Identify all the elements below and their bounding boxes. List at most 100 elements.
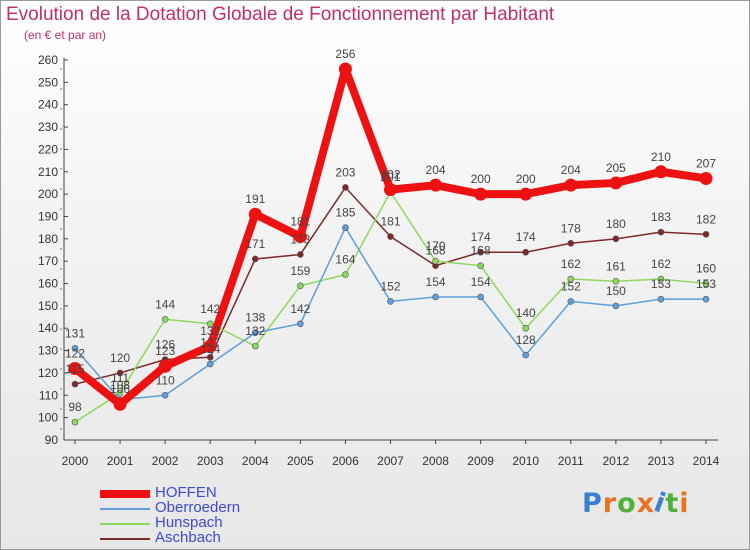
data-label: 115: [65, 362, 84, 376]
x-tick-label: 2002: [152, 454, 179, 468]
data-label: 162: [561, 257, 581, 271]
data-label: 181: [380, 215, 400, 229]
data-point: [342, 224, 349, 231]
data-point: [387, 233, 394, 240]
y-tick-label: 240: [38, 98, 58, 112]
y-tick-label: 260: [38, 53, 58, 67]
data-label: 200: [471, 172, 491, 186]
data-point: [68, 361, 82, 375]
data-label: 110: [156, 373, 175, 387]
data-label: 201: [380, 170, 400, 184]
data-point: [477, 248, 484, 256]
data-label: 142: [290, 302, 310, 316]
proxiti-logo: Proxiti: [582, 487, 690, 520]
data-point: [699, 171, 713, 185]
y-tick-label: 110: [39, 388, 58, 402]
data-point: [206, 353, 214, 361]
legend-label: Oberroedern: [155, 499, 241, 516]
x-tick-label: 2003: [197, 454, 224, 468]
data-label: 168: [426, 244, 446, 258]
data-point: [251, 255, 259, 263]
data-point: [702, 295, 710, 303]
data-point: [657, 295, 665, 303]
data-point: [522, 351, 530, 359]
data-label: 171: [245, 237, 265, 251]
x-tick-label: 2008: [422, 454, 449, 468]
data-point: [429, 178, 443, 192]
data-point: [251, 329, 259, 337]
y-tick-label: 170: [38, 254, 58, 268]
data-label: 131: [65, 326, 85, 340]
series-oberroedern: [71, 224, 710, 404]
data-label: 205: [606, 161, 626, 175]
data-point: [342, 184, 349, 191]
y-tick-label: 150: [38, 299, 58, 313]
data-point: [158, 359, 172, 373]
y-tick-label: 190: [38, 209, 58, 223]
legend-swatch: [100, 490, 150, 498]
x-tick-label: 2013: [648, 454, 675, 468]
legend-item-aschbach: Aschbach: [100, 530, 320, 546]
data-point: [161, 315, 169, 323]
data-label: 161: [606, 259, 626, 273]
data-point: [387, 298, 394, 305]
data-point: [702, 280, 710, 287]
data-label: 174: [516, 230, 536, 244]
data-label: 207: [696, 156, 716, 170]
data-label: 152: [561, 279, 581, 293]
data-label: 174: [471, 230, 491, 244]
data-label: 173: [290, 232, 310, 246]
data-point: [338, 62, 352, 76]
data-label: 153: [696, 277, 716, 291]
data-label: 138: [245, 311, 265, 325]
data-label: 154: [426, 275, 446, 289]
y-tick-label: 210: [38, 165, 58, 179]
data-point: [567, 239, 575, 247]
data-label: 154: [471, 275, 491, 289]
x-tick-label: 2000: [62, 454, 89, 468]
data-point: [384, 183, 397, 197]
data-point: [251, 342, 259, 350]
legend-item-hunspach: Hunspach: [100, 515, 320, 531]
x-tick-label: 2014: [693, 454, 720, 468]
data-point: [612, 235, 620, 243]
data-label: 185: [335, 206, 355, 220]
data-point: [474, 187, 488, 201]
logo-letter: P: [582, 488, 603, 519]
chart-value-labels: 122 106 123 132 191 181 256 202 204 200 200 204 205 2…: [65, 47, 716, 414]
legend-item-hoffen: HOFFEN: [100, 485, 320, 501]
data-label: 144: [155, 297, 175, 311]
data-point: [297, 320, 304, 328]
data-label: 191: [245, 192, 265, 206]
data-point: [519, 187, 533, 201]
data-point: [522, 248, 530, 256]
data-label: 142: [200, 302, 220, 316]
data-label: 132: [200, 324, 220, 338]
data-label: 164: [335, 253, 355, 267]
data-label: 256: [335, 47, 355, 61]
x-tick-label: 2009: [467, 454, 494, 468]
y-tick-label: 140: [38, 321, 58, 335]
data-point: [71, 345, 79, 352]
data-label: 150: [606, 284, 626, 298]
x-tick-label: 2001: [107, 454, 134, 468]
x-tick-label: 2012: [603, 454, 630, 468]
data-label: 162: [651, 257, 671, 271]
data-point: [113, 397, 127, 411]
data-point: [71, 380, 79, 388]
y-tick-label: 120: [38, 366, 58, 380]
data-label: 132: [245, 324, 265, 338]
data-point: [432, 257, 439, 265]
data-point: [293, 230, 307, 244]
legend-item-oberroedern: Oberroedern: [100, 499, 320, 516]
data-label: 204: [426, 163, 446, 177]
data-label: 204: [561, 163, 581, 177]
data-label: 180: [606, 217, 626, 231]
data-label: 127: [200, 335, 220, 349]
legend-swatch: [100, 508, 150, 510]
logo-letter: o: [617, 488, 637, 519]
x-tick-label: 2007: [377, 454, 404, 468]
data-label: 182: [696, 212, 716, 226]
data-point: [612, 277, 620, 285]
data-point: [654, 165, 668, 179]
